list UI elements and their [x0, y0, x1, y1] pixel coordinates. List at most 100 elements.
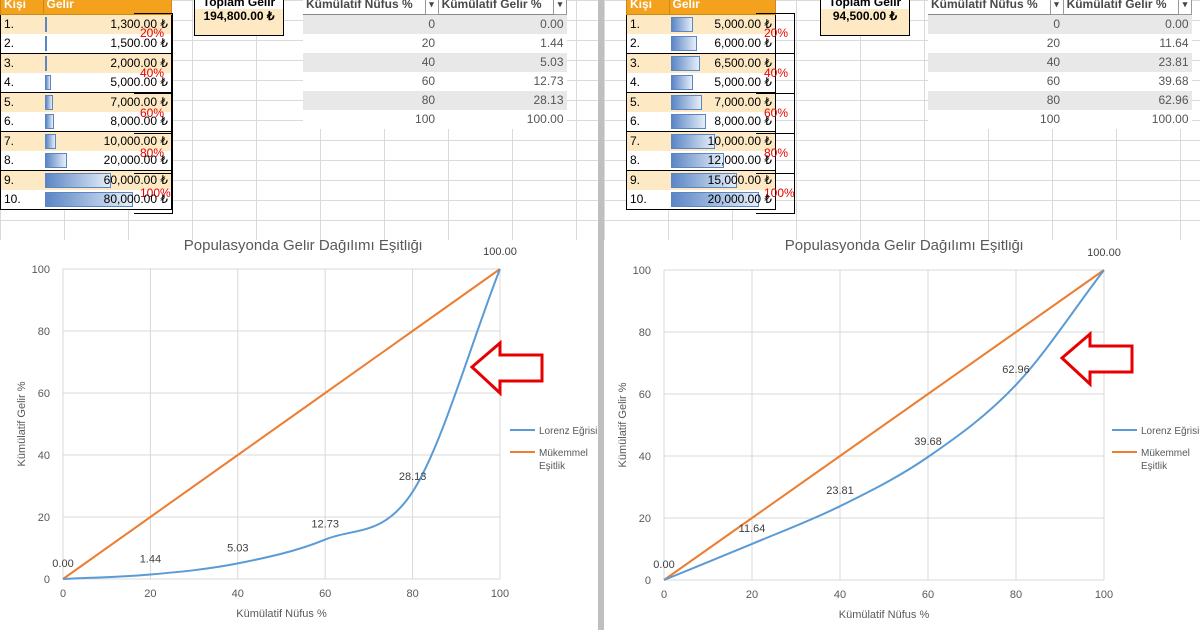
cum-pop-cell[interactable]: 20: [421, 36, 436, 50]
cum-pop-cell[interactable]: 0: [303, 14, 439, 34]
income-cell[interactable]: 5,000.00 ₺: [669, 73, 776, 93]
cum-pop-cell[interactable]: 40: [303, 53, 439, 72]
cum-inc-header[interactable]: Kümülatif Gelir %: [438, 0, 554, 15]
income-cell[interactable]: 7,000.00 ₺: [669, 92, 776, 112]
x-tick-label: 100: [1095, 589, 1113, 601]
person-index[interactable]: 7.: [0, 131, 43, 151]
income-header[interactable]: Gelir: [42, 0, 172, 15]
income-data-bar: [45, 17, 47, 32]
cum-inc-cell[interactable]: 39.68: [1158, 74, 1189, 88]
income-cell[interactable]: 6,500.00 ₺: [669, 53, 776, 73]
income-data-bar: [45, 114, 54, 129]
cum-pop-cell[interactable]: 0: [928, 14, 1064, 34]
cum-pop-cell[interactable]: 40: [928, 53, 1064, 72]
income-value: 1,300.00 ₺: [110, 17, 168, 31]
person-index[interactable]: 10.: [0, 190, 43, 210]
total-label: Toplam Gelir: [821, 0, 909, 9]
person-index[interactable]: 9.: [626, 170, 669, 190]
cum-inc-cell[interactable]: 100.00: [1151, 112, 1189, 126]
person-index[interactable]: 2.: [626, 34, 669, 54]
person-index[interactable]: 3.: [626, 53, 669, 73]
income-cell[interactable]: 20,000.00 ₺: [43, 151, 172, 171]
cum-pop-header[interactable]: Kümülatif Nüfus %: [928, 0, 1051, 15]
cum-pop-cell[interactable]: 80: [303, 91, 439, 110]
cum-pop-cell[interactable]: 80: [928, 91, 1064, 110]
y-tick-label: 60: [639, 389, 651, 401]
person-index[interactable]: 8.: [626, 151, 669, 171]
total-value[interactable]: 194,800.00 ₺: [203, 9, 275, 23]
legend-label-equality: Mükemmel: [539, 448, 588, 459]
cum-pop-header[interactable]: Kümülatif Nüfus %: [303, 0, 426, 15]
cumulative-table: Kümülatif Nüfus % ▾ Kümülatif Gelir % ▾ …: [303, 0, 567, 129]
person-index[interactable]: 1.: [626, 14, 669, 34]
person-index[interactable]: 8.: [0, 151, 43, 171]
cum-inc-cell[interactable]: 23.81: [1063, 53, 1192, 72]
income-cell[interactable]: 60,000.00 ₺: [43, 170, 172, 190]
filter-dropdown-icon[interactable]: ▾: [1178, 0, 1192, 15]
income-cell[interactable]: 7,000.00 ₺: [43, 92, 172, 112]
table-row: 40 23.81: [928, 53, 1192, 72]
legend-label-equality: Eşitlik: [1141, 461, 1168, 472]
table-row: 20 11.64: [928, 34, 1192, 53]
cum-pop-cell[interactable]: 20: [1046, 36, 1061, 50]
income-cell[interactable]: 10,000.00 ₺: [669, 131, 776, 151]
income-cell[interactable]: 12,000.00 ₺: [669, 151, 776, 171]
cum-inc-cell[interactable]: 11.64: [1159, 36, 1189, 50]
income-value: 60,000.00 ₺: [103, 173, 168, 187]
table-row: 1. 1,300.00 ₺: [0, 14, 172, 34]
cum-inc-cell[interactable]: 0.00: [438, 14, 567, 34]
person-index[interactable]: 6.: [0, 112, 43, 132]
cum-inc-cell[interactable]: 100.00: [526, 112, 564, 126]
group-percent-label: 60%: [140, 106, 165, 120]
cum-inc-cell[interactable]: 0.00: [1063, 14, 1192, 34]
panel-left: Kişi Gelir 1. 1,300.00 ₺ 2. 1,500.00 ₺ 3. 2,0…: [0, 0, 598, 630]
person-index[interactable]: 1.: [0, 14, 43, 34]
income-cell[interactable]: 20,000.00 ₺: [669, 190, 776, 210]
person-index[interactable]: 4.: [0, 73, 43, 93]
table-row: 8. 20,000.00 ₺: [0, 151, 172, 171]
person-index[interactable]: 9.: [0, 170, 43, 190]
income-cell[interactable]: 10,000.00 ₺: [43, 131, 172, 151]
income-cell[interactable]: 1,300.00 ₺: [43, 14, 172, 34]
person-index[interactable]: 2.: [0, 34, 43, 54]
cum-pop-cell[interactable]: 100: [415, 112, 436, 126]
cum-pop-cell[interactable]: 60: [1046, 74, 1061, 88]
person-index[interactable]: 5.: [0, 92, 43, 112]
y-axis-label: Kümülatif Gelir %: [16, 381, 28, 466]
income-cell[interactable]: 6,000.00 ₺: [669, 34, 776, 54]
person-header[interactable]: Kişi: [626, 0, 670, 15]
person-index[interactable]: 4.: [626, 73, 669, 93]
people-table: Kişi Gelir 1. 1,300.00 ₺ 2. 1,500.00 ₺ 3. 2,0…: [0, 0, 172, 210]
filter-dropdown-icon[interactable]: ▾: [424, 0, 439, 15]
income-cell[interactable]: 5,000.00 ₺: [669, 14, 776, 34]
income-cell[interactable]: 2,000.00 ₺: [43, 53, 172, 73]
income-cell[interactable]: 80,000.00 ₺: [43, 190, 172, 210]
income-cell[interactable]: 8,000.00 ₺: [43, 112, 172, 132]
cum-pop-cell[interactable]: 60: [421, 74, 436, 88]
person-header[interactable]: Kişi: [0, 0, 44, 15]
cum-inc-cell[interactable]: 62.96: [1063, 91, 1192, 110]
income-cell[interactable]: 15,000.00 ₺: [669, 170, 776, 190]
income-cell[interactable]: 5,000.00 ₺: [43, 73, 172, 93]
income-value: 6,500.00 ₺: [714, 56, 772, 70]
y-tick-label: 0: [645, 575, 651, 587]
person-index[interactable]: 3.: [0, 53, 43, 73]
cum-inc-header[interactable]: Kümülatif Gelir %: [1063, 0, 1179, 15]
income-cell[interactable]: 8,000.00 ₺: [669, 112, 776, 132]
cum-inc-cell[interactable]: 28.13: [438, 91, 567, 110]
person-index[interactable]: 7.: [626, 131, 669, 151]
total-value[interactable]: 94,500.00 ₺: [832, 9, 898, 23]
filter-dropdown-icon[interactable]: ▾: [1049, 0, 1064, 15]
cum-inc-cell[interactable]: 12.73: [533, 74, 564, 88]
person-index[interactable]: 6.: [626, 112, 669, 132]
income-cell[interactable]: 1,500.00 ₺: [43, 34, 172, 54]
x-tick-label: 60: [922, 589, 934, 601]
person-index[interactable]: 5.: [626, 92, 669, 112]
person-index[interactable]: 10.: [626, 190, 669, 210]
income-header[interactable]: Gelir: [668, 0, 776, 15]
cum-inc-cell[interactable]: 1.44: [540, 36, 564, 50]
legend-label-lorenz: Lorenz Eğrisi: [1141, 426, 1199, 437]
cum-pop-cell[interactable]: 100: [1040, 112, 1061, 126]
cum-inc-cell[interactable]: 5.03: [438, 53, 567, 72]
filter-dropdown-icon[interactable]: ▾: [553, 0, 567, 15]
